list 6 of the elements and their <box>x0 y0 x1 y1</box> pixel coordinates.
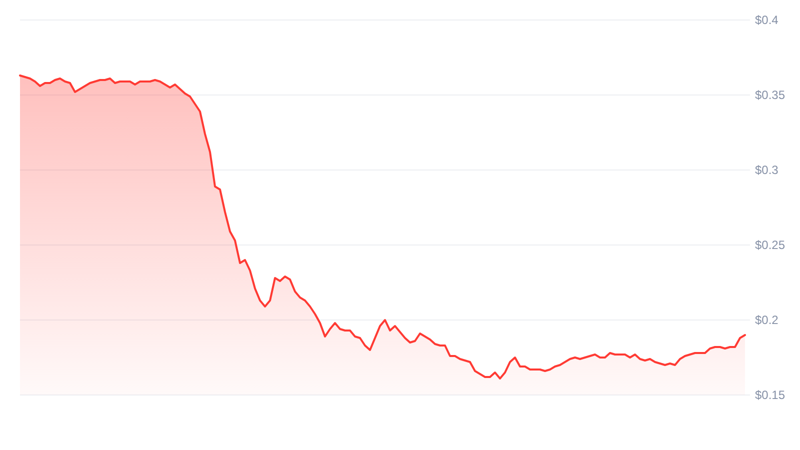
y-tick-label: $0.35 <box>755 88 786 102</box>
y-tick-label: $0.4 <box>755 13 779 28</box>
y-tick-label: $0.2 <box>755 313 779 328</box>
y-tick-label: $0.15 <box>755 388 786 402</box>
y-tick-label: $0.25 <box>755 238 786 252</box>
y-tick-label: $0.3 <box>755 163 779 178</box>
